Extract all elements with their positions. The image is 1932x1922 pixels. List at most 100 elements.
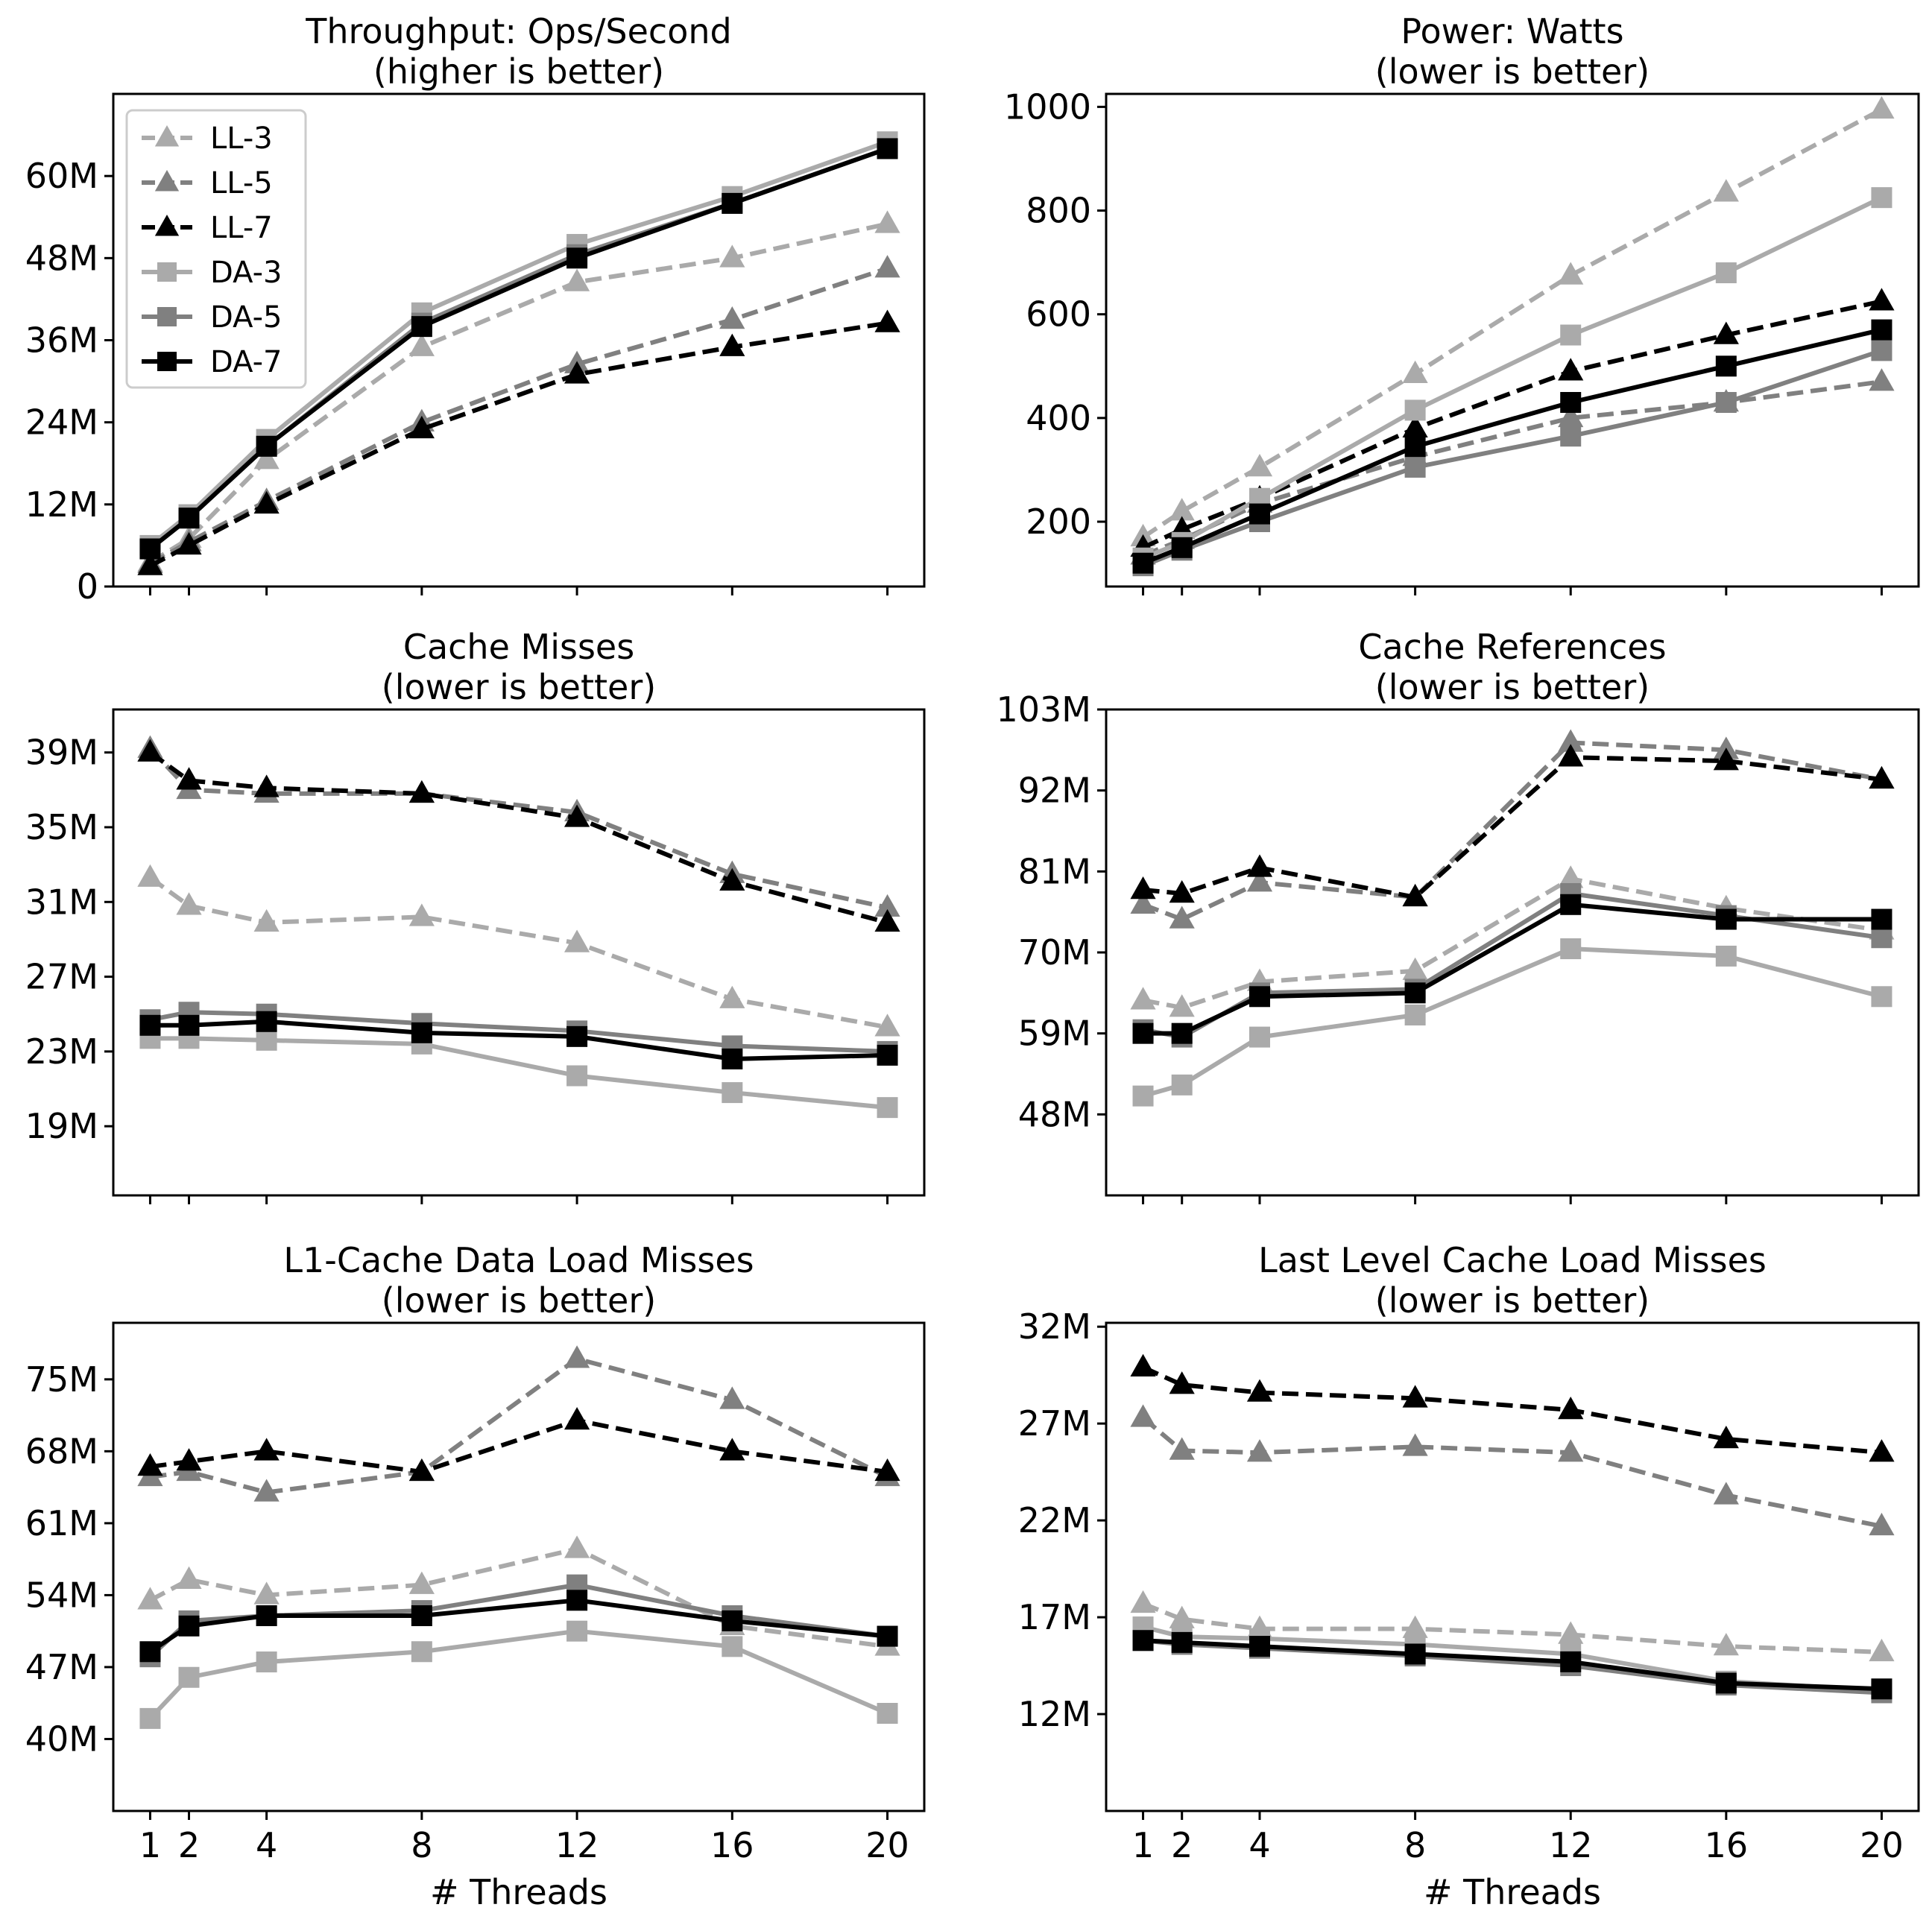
data-point-ll-3 xyxy=(408,333,435,356)
data-point-ll-3 xyxy=(408,1571,435,1594)
legend-marker-square xyxy=(157,262,177,282)
data-point-ll-5 xyxy=(874,255,900,278)
data-point-da-7 xyxy=(566,1590,588,1611)
y-tick-label: 35M xyxy=(25,807,98,847)
data-point-ll-7 xyxy=(176,1448,202,1471)
data-point-ll-7 xyxy=(1558,744,1584,767)
data-point-ll-3 xyxy=(874,1014,900,1037)
data-point-ll-3 xyxy=(253,908,280,932)
legend-label: LL-7 xyxy=(210,211,273,245)
y-tick-label: 60M xyxy=(25,156,98,196)
data-point-da-7 xyxy=(139,538,161,560)
data-point-ll-5 xyxy=(1558,1439,1584,1462)
data-point-da-3 xyxy=(877,1703,898,1724)
data-point-ll-7 xyxy=(1869,1439,1895,1462)
data-point-ll-7 xyxy=(176,767,202,790)
data-point-ll-7 xyxy=(874,309,900,332)
data-point-ll-3 xyxy=(1402,957,1428,980)
x-tick-label: 20 xyxy=(1860,1825,1904,1865)
x-tick-label: 8 xyxy=(1404,1825,1426,1865)
series-group xyxy=(1130,1353,1895,1704)
y-tick-label: 400 xyxy=(1026,398,1091,438)
legend-item: DA-3 xyxy=(142,256,282,290)
x-tick-label: 2 xyxy=(1171,1825,1193,1865)
data-point-ll-7 xyxy=(1130,1353,1156,1377)
data-point-da-7 xyxy=(1132,1022,1154,1044)
data-point-ll-5 xyxy=(719,1386,745,1409)
data-point-da-3 xyxy=(1715,945,1737,967)
y-tick-label: 70M xyxy=(1018,932,1091,973)
data-point-ll-7 xyxy=(408,780,435,803)
data-point-ll-3 xyxy=(408,903,435,926)
x-tick-label: 2 xyxy=(178,1825,200,1865)
data-point-ll-7 xyxy=(137,739,163,762)
data-point-ll-7 xyxy=(874,908,900,932)
data-point-da-7 xyxy=(1560,894,1582,915)
data-point-da-3 xyxy=(1171,1074,1193,1096)
data-point-ll-7 xyxy=(1169,1371,1195,1394)
data-point-ll-3 xyxy=(1558,262,1584,285)
chart-subtitle: (lower is better) xyxy=(382,1280,656,1321)
data-point-ll-7 xyxy=(1246,854,1273,877)
y-tick-label: 39M xyxy=(25,733,98,773)
series-group xyxy=(137,131,900,575)
legend-label: DA-5 xyxy=(210,300,282,335)
data-point-da-7 xyxy=(877,1625,898,1647)
x-axis-label: # Threads xyxy=(430,1872,607,1912)
legend-marker-triangle xyxy=(154,125,180,147)
data-point-da-7 xyxy=(256,435,277,457)
data-point-da-3 xyxy=(1404,1004,1426,1025)
data-point-ll-7 xyxy=(1558,1396,1584,1420)
chart-title: Cache References xyxy=(1358,627,1666,667)
legend-marker-square xyxy=(157,307,177,326)
data-point-ll-5 xyxy=(1869,1512,1895,1536)
y-tick-label: 1000 xyxy=(1004,86,1091,127)
data-point-da-3 xyxy=(877,1097,898,1119)
data-point-da-7 xyxy=(877,138,898,159)
data-point-da-5 xyxy=(1871,927,1892,949)
legend-label: DA-7 xyxy=(210,345,282,379)
chart-title: Throughput: Ops/Second xyxy=(305,11,731,51)
legend-item: LL-7 xyxy=(142,211,273,245)
data-point-da-7 xyxy=(411,1022,432,1043)
series-group xyxy=(1130,729,1895,1107)
data-point-ll-3 xyxy=(1169,1605,1195,1628)
data-point-da-3 xyxy=(1404,399,1426,421)
x-tick-label: 16 xyxy=(710,1825,754,1865)
data-point-da-7 xyxy=(1560,1651,1582,1672)
data-point-da-7 xyxy=(1871,319,1892,341)
data-point-ll-3 xyxy=(1713,1633,1739,1656)
x-tick-label: 4 xyxy=(256,1825,277,1865)
data-point-da-3 xyxy=(566,1620,588,1642)
data-point-ll-7 xyxy=(1869,288,1895,311)
data-point-ll-3 xyxy=(719,244,745,268)
data-point-da-7 xyxy=(1715,1672,1737,1694)
data-point-ll-3 xyxy=(1246,453,1273,477)
data-point-ll-7 xyxy=(1246,1379,1273,1402)
data-point-da-7 xyxy=(178,1615,200,1637)
chart-title: Power: Watts xyxy=(1401,11,1623,51)
data-point-ll-3 xyxy=(253,446,280,470)
data-point-da-7 xyxy=(566,1025,588,1047)
data-point-da-3 xyxy=(566,1065,588,1087)
series-group xyxy=(137,735,900,1119)
data-point-ll-3 xyxy=(564,268,590,291)
data-point-ll-3 xyxy=(1169,994,1195,1017)
y-tick-label: 103M xyxy=(997,689,1092,730)
y-tick-label: 22M xyxy=(1018,1500,1091,1540)
data-point-da-3 xyxy=(139,1707,161,1729)
data-point-ll-7 xyxy=(176,531,202,555)
data-point-da-7 xyxy=(1404,1643,1426,1665)
data-point-ll-5 xyxy=(1130,891,1156,914)
data-point-da-3 xyxy=(1249,1026,1271,1048)
data-point-ll-7 xyxy=(719,867,745,891)
data-point-da-7 xyxy=(1871,1678,1892,1700)
y-tick-label: 75M xyxy=(25,1359,98,1400)
y-tick-label: 31M xyxy=(25,882,98,922)
data-point-da-3 xyxy=(411,1641,432,1663)
data-point-ll-5 xyxy=(1869,368,1895,391)
data-point-da-7 xyxy=(1404,982,1426,1004)
data-point-ll-3 xyxy=(1713,179,1739,202)
data-point-da-7 xyxy=(1560,391,1582,413)
data-point-da-3 xyxy=(722,1082,743,1104)
